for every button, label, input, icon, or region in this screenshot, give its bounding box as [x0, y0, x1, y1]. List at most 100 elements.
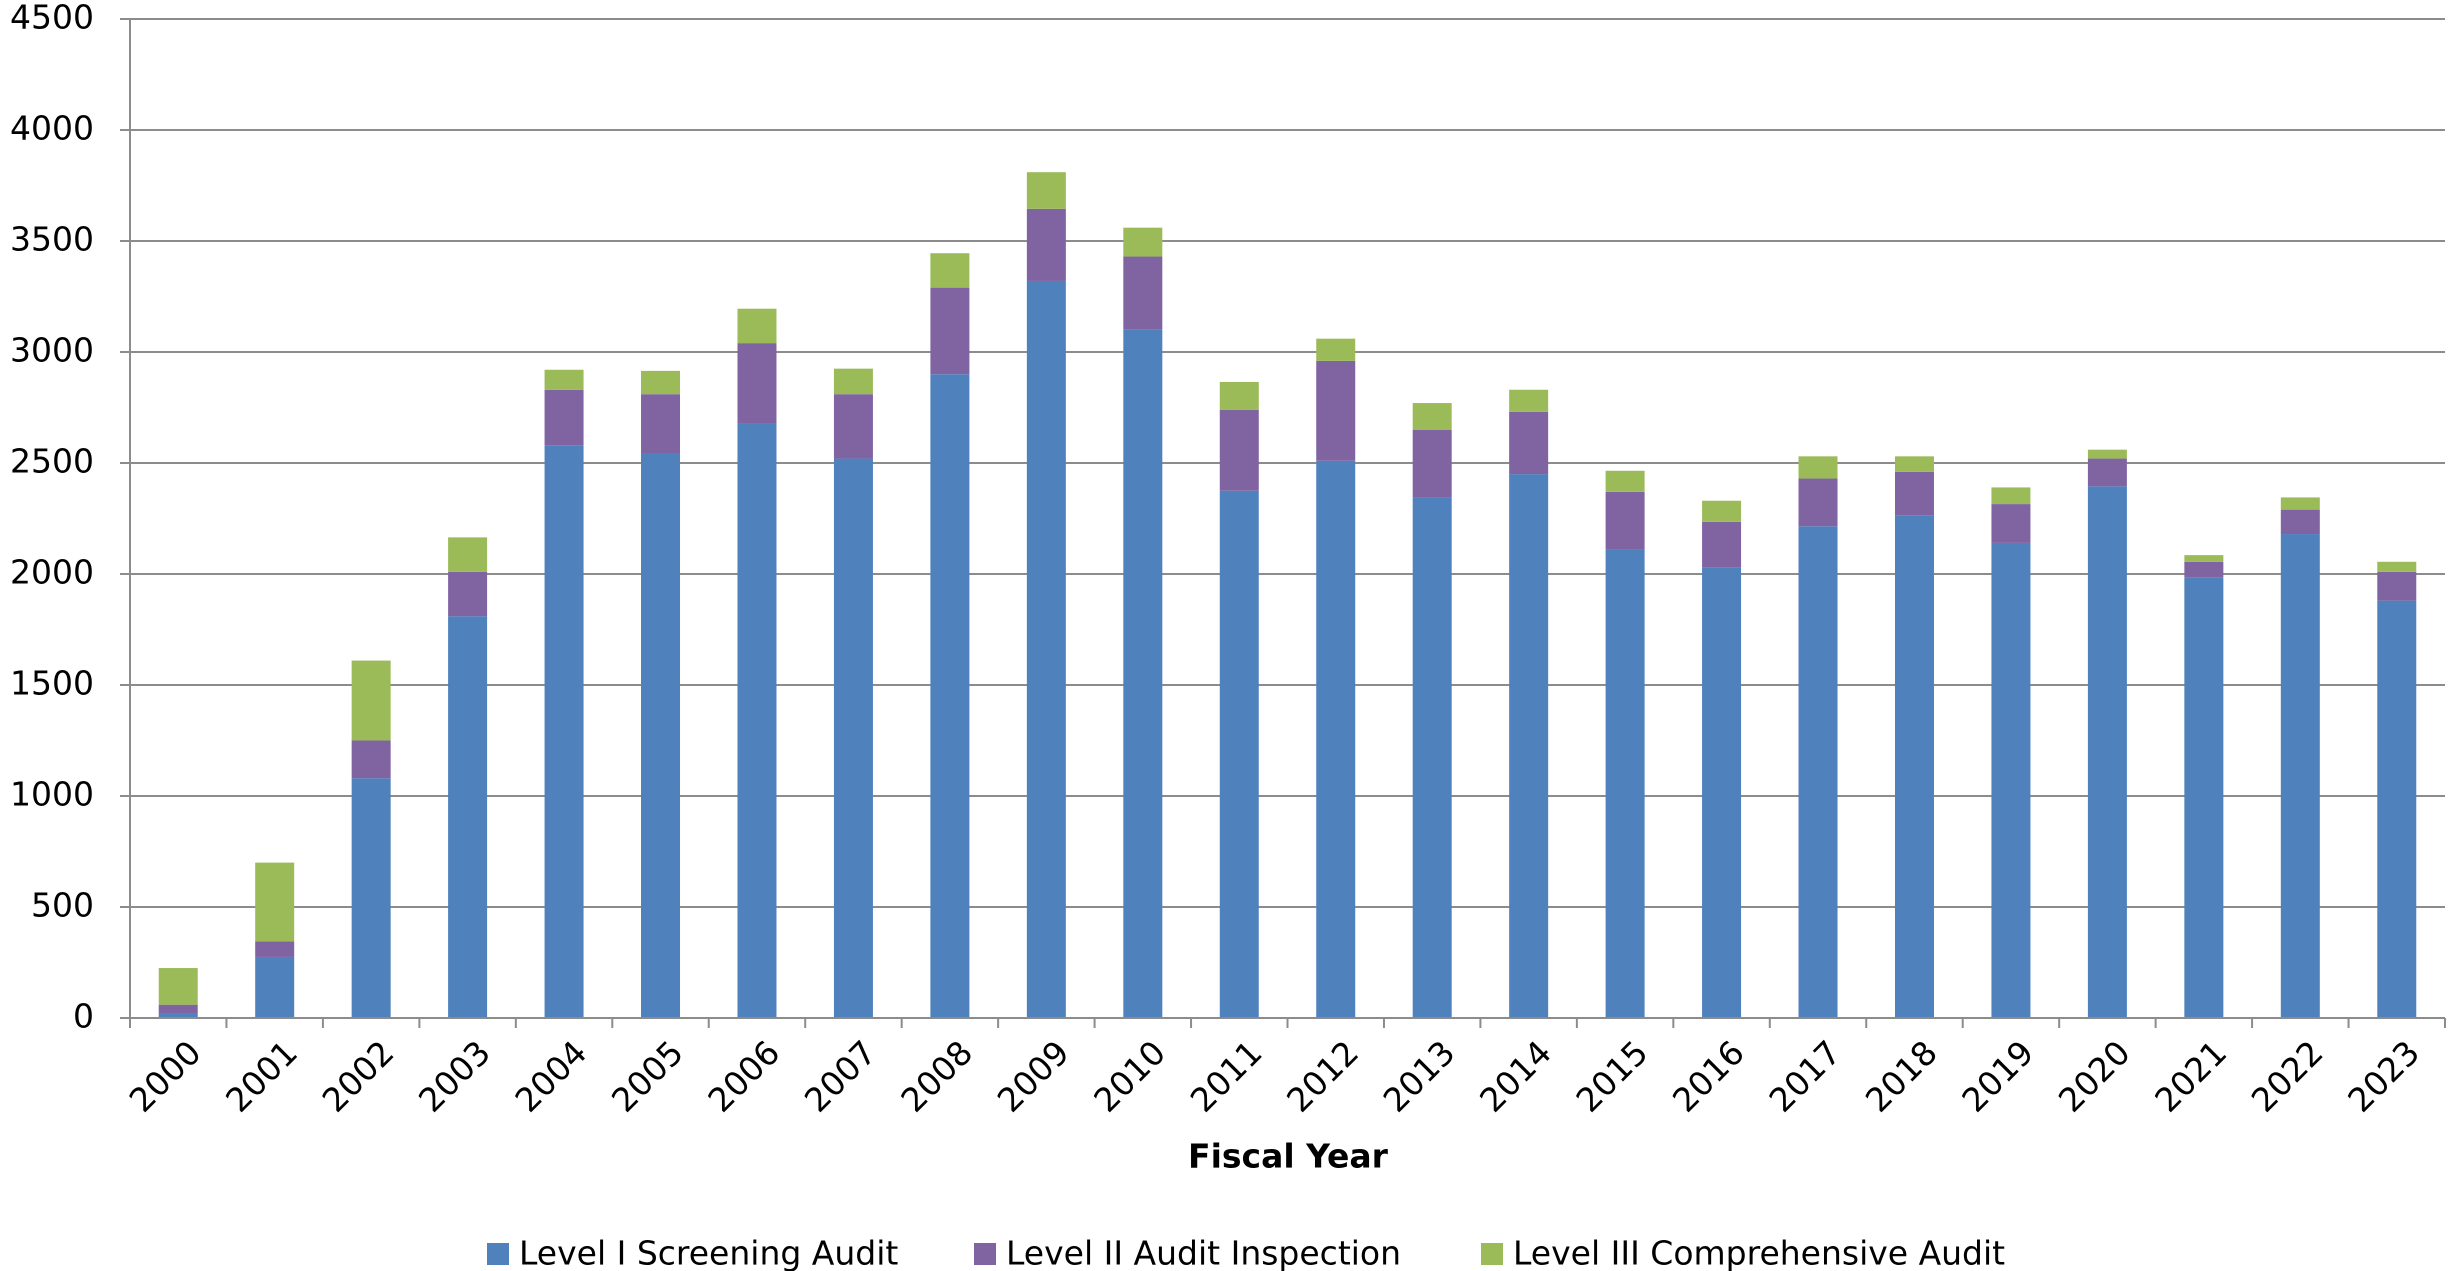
bar-segment [737, 423, 777, 1018]
bar-segment [2377, 600, 2417, 1018]
legend-label: Level III Comprehensive Audit [1513, 1234, 2005, 1271]
y-tick-label: 0 [73, 997, 94, 1036]
bar-segment [930, 253, 970, 288]
y-tick-label: 4000 [10, 109, 94, 148]
x-tick-label: 2010 [1086, 1033, 1173, 1120]
bar-segment [1412, 497, 1452, 1018]
bar-segment [1509, 411, 1549, 475]
x-tick-label: 2023 [2340, 1033, 2427, 1120]
y-tick-label: 1500 [10, 664, 94, 703]
bar-segment [1316, 338, 1356, 361]
bar-segment [930, 374, 970, 1018]
bar-segment [1412, 403, 1452, 430]
bar-segment [158, 968, 198, 1005]
bar-segment [351, 778, 391, 1018]
bar-segment [1509, 474, 1549, 1019]
bar-segment [2184, 555, 2224, 562]
bar-segment [641, 453, 681, 1018]
bar-segment [2087, 458, 2127, 487]
bar-segment [641, 394, 681, 454]
bar-segment [1798, 526, 1838, 1018]
bar-segment [833, 458, 873, 1018]
y-tick-label: 3000 [10, 331, 94, 370]
bar-segment [2184, 561, 2224, 578]
bar-segment [255, 941, 295, 957]
legend-swatch [974, 1243, 996, 1265]
bar-segment [1316, 360, 1356, 461]
bar-segment [1026, 208, 1066, 281]
bar-segment [737, 308, 777, 344]
legend-swatch [487, 1243, 509, 1265]
bar-segment [351, 740, 391, 779]
bar-segment [1605, 470, 1645, 492]
bar-segment [1702, 500, 1742, 522]
bar-segment [2280, 497, 2320, 510]
x-tick-label: 2011 [1183, 1033, 1270, 1120]
x-tick-label: 2018 [1858, 1033, 1945, 1120]
legend-label: Level II Audit Inspection [1006, 1234, 1401, 1271]
x-tick-label: 2007 [797, 1033, 884, 1120]
bar-segment [930, 287, 970, 375]
bar-segment [158, 1004, 198, 1014]
bar-segment [1316, 460, 1356, 1018]
bar-segment [2184, 577, 2224, 1018]
bar-segment [1798, 478, 1838, 527]
bar-segment [1894, 471, 1934, 516]
x-tick-label: 2005 [604, 1033, 691, 1120]
y-tick-label: 2000 [10, 553, 94, 592]
y-tick-label: 2500 [10, 442, 94, 481]
bar-segment [2377, 571, 2417, 601]
bar-segment [1026, 172, 1066, 209]
bar-segment [2280, 534, 2320, 1018]
bar-segment [1026, 280, 1066, 1019]
bar-segment [1991, 487, 2031, 505]
x-tick-label: 2006 [700, 1033, 787, 1120]
bar-segment [2087, 449, 2127, 459]
y-tick-label: 500 [31, 886, 94, 925]
bar-segment [448, 571, 488, 617]
y-tick-label: 3500 [10, 220, 94, 259]
bar-segment [833, 368, 873, 395]
bar-segment [641, 370, 681, 395]
x-tick-label: 2021 [2147, 1033, 2234, 1120]
x-tick-label: 2020 [2051, 1033, 2138, 1120]
bar-segment [1798, 456, 1838, 479]
bar-segment [2377, 561, 2417, 572]
bar-segment [1991, 542, 2031, 1018]
x-tick-label: 2000 [122, 1033, 209, 1120]
bar-segment [1123, 227, 1163, 257]
x-tick-label: 2013 [1376, 1033, 1463, 1120]
x-tick-label: 2009 [990, 1033, 1077, 1120]
bar-segment [737, 343, 777, 424]
x-tick-label: 2017 [1761, 1033, 1848, 1120]
bar-segment [448, 537, 488, 572]
x-tick-label: 2001 [218, 1033, 305, 1120]
bar-segment [1605, 491, 1645, 550]
bar-segment [1702, 567, 1742, 1018]
bar-segment [1509, 389, 1549, 412]
y-tick-label: 4500 [10, 0, 94, 37]
x-tick-label: 2014 [1472, 1033, 1559, 1120]
bar-segment [1702, 521, 1742, 568]
bar-segment [1219, 490, 1259, 1018]
bar-segment [544, 389, 584, 446]
bar-segment [1123, 329, 1163, 1018]
bar-segment [2280, 509, 2320, 535]
y-tick-label: 1000 [10, 775, 94, 814]
bar-segment [1219, 381, 1259, 410]
x-tick-label: 2002 [315, 1033, 402, 1120]
bar-segment [255, 956, 295, 1018]
bar-segment [1123, 256, 1163, 330]
bar-segment [1894, 515, 1934, 1018]
bar-segment [351, 660, 391, 741]
x-axis-label: Fiscal Year [1188, 1137, 1389, 1176]
bar-segment [1412, 429, 1452, 498]
x-tick-label: 2019 [1954, 1033, 2041, 1120]
bar-segment [833, 394, 873, 459]
bar-segment [544, 445, 584, 1018]
bar-segment [448, 616, 488, 1018]
bar-segment [158, 1013, 198, 1018]
legend-label: Level I Screening Audit [519, 1234, 898, 1271]
bar-segment [1894, 456, 1934, 472]
